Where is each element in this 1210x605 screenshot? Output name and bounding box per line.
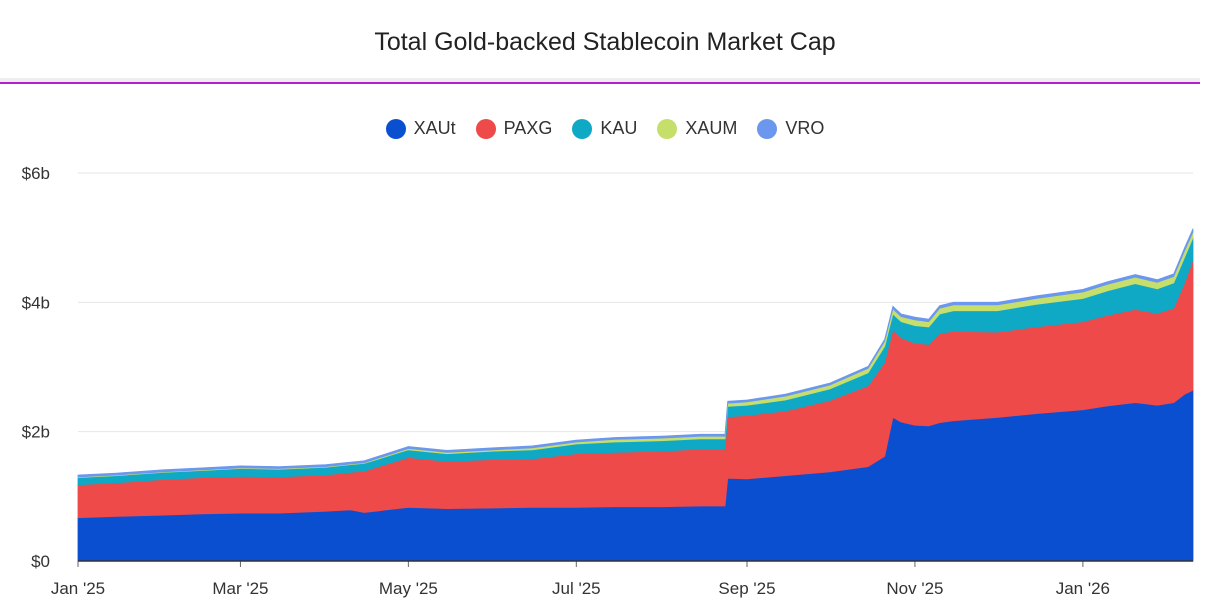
x-tick-label: Mar '25 bbox=[212, 579, 268, 598]
x-tick-label: Nov '25 bbox=[886, 579, 943, 598]
legend-item-xaut[interactable]: XAUt bbox=[385, 118, 456, 139]
y-tick-label: $0 bbox=[31, 552, 50, 571]
legend-swatch bbox=[657, 118, 678, 139]
chart-legend: XAUt PAXG KAU XAUM VRO bbox=[0, 118, 1210, 139]
legend-swatch bbox=[475, 118, 496, 139]
x-tick-label: May '25 bbox=[379, 579, 438, 598]
y-axis-ticks: $0 $2b $4b $6b bbox=[22, 164, 50, 571]
legend-swatch bbox=[572, 118, 593, 139]
title-divider bbox=[0, 82, 1200, 84]
chart-title: Total Gold-backed Stablecoin Market Cap bbox=[374, 28, 836, 56]
y-tick-label: $6b bbox=[22, 164, 50, 183]
x-axis-ticks: Jan '25 Mar '25 May '25 Jul '25 Sep '25 Nov '… bbox=[51, 561, 1110, 598]
y-tick-label: $2b bbox=[22, 423, 50, 442]
header-shade bbox=[0, 78, 1200, 82]
legend-item-paxg[interactable]: PAXG bbox=[475, 118, 553, 139]
x-tick-label: Jan '25 bbox=[51, 579, 105, 598]
area-vro[interactable] bbox=[77, 228, 1194, 478]
legend-label: XAUM bbox=[685, 118, 738, 138]
legend-label: XAUt bbox=[413, 118, 456, 138]
legend-swatch bbox=[757, 118, 778, 139]
legend-label: KAU bbox=[600, 118, 638, 138]
legend-swatch bbox=[385, 118, 406, 139]
legend-item-kau[interactable]: KAU bbox=[572, 118, 637, 139]
legend-label: VRO bbox=[785, 118, 825, 138]
y-tick-label: $4b bbox=[22, 293, 50, 312]
x-tick-label: Jul '25 bbox=[552, 579, 601, 598]
legend-label: PAXG bbox=[503, 118, 553, 138]
stacked-areas bbox=[77, 228, 1194, 562]
legend-item-vro[interactable]: VRO bbox=[757, 118, 824, 139]
x-tick-label: Jan '26 bbox=[1056, 579, 1110, 598]
legend-item-xaum[interactable]: XAUM bbox=[657, 118, 737, 139]
x-tick-label: Sep '25 bbox=[718, 579, 775, 598]
